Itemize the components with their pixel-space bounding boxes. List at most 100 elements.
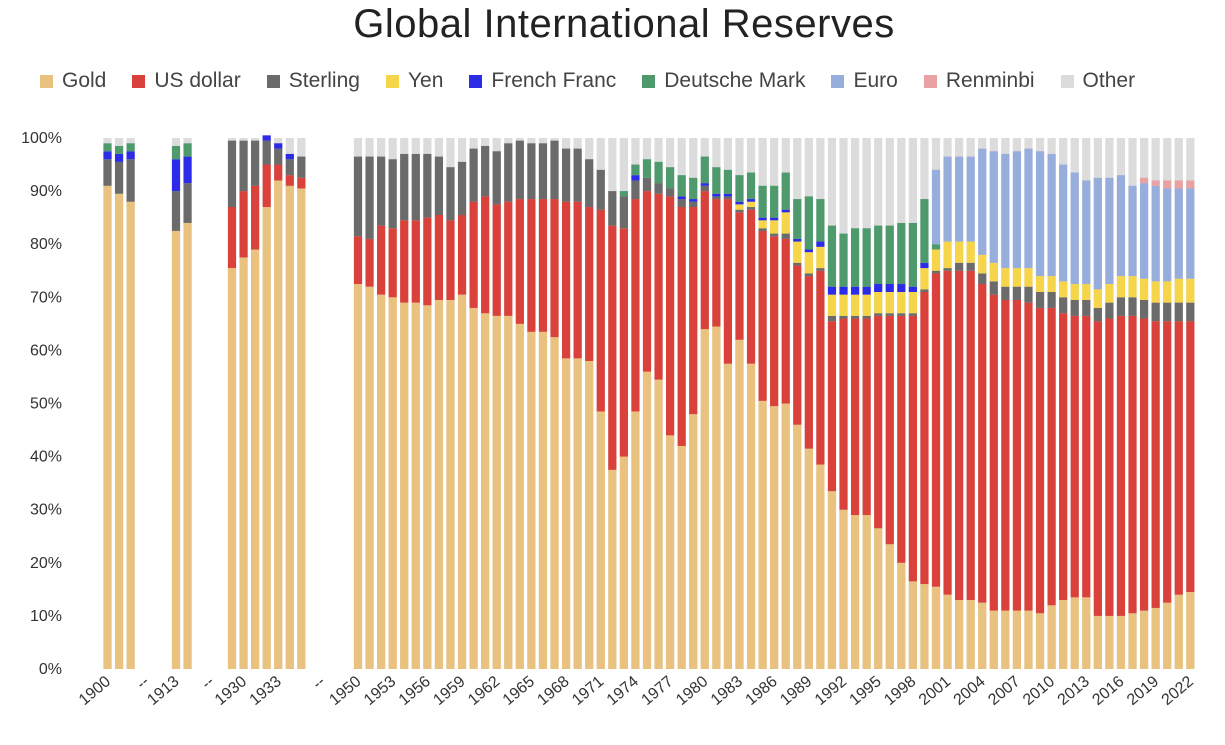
legend-item-other: Other: [1060, 69, 1135, 93]
bar-segment-deutsche-mark: [874, 225, 883, 285]
bar-segment-yen: [1035, 276, 1045, 292]
bar-segment-gold: [712, 326, 721, 669]
bar-segment-gold: [274, 180, 283, 670]
bar-segment-gold: [989, 610, 998, 669]
bar-segment-deutsche-mark: [816, 199, 825, 242]
bar-segment-french-franc: [816, 241, 825, 247]
bar-segment-gold: [943, 594, 952, 669]
bar-segment-gold: [1163, 602, 1172, 669]
x-tick-label: 1980: [673, 673, 711, 709]
legend-item-renminbi: Renminbi: [923, 69, 1035, 93]
bar-segment-us-dollar: [700, 191, 709, 330]
bar-segment-gold: [920, 584, 929, 669]
bar-segment-yen: [735, 204, 744, 210]
bar-segment-deutsche-mark: [920, 199, 929, 263]
bar-segment-sterling: [481, 145, 490, 197]
bar-segment-french-franc: [804, 249, 813, 253]
bar-segment-us-dollar: [251, 185, 260, 250]
bar-segment-us-dollar: [481, 196, 490, 314]
bar-segment-french-franc: [850, 286, 860, 295]
bar-segment-yen: [862, 294, 871, 316]
bar-segment-us-dollar: [781, 238, 790, 404]
bar-segment-euro: [1151, 185, 1160, 282]
bar-segment-sterling: [1012, 286, 1022, 300]
bar-segment-sterling: [365, 156, 374, 239]
x-tick-label: 2022: [1159, 673, 1197, 709]
legend-swatch-sterling: [266, 74, 280, 88]
bar-segment-gold: [297, 188, 306, 669]
bar-segment-us-dollar: [608, 225, 617, 470]
bar-segment-sterling: [377, 156, 386, 226]
bar-segment-sterling: [297, 156, 306, 178]
bar-segment-deutsche-mark: [758, 185, 767, 218]
bar-segment-gold: [469, 307, 478, 669]
bar-segment-gold: [608, 469, 617, 669]
bar-segment-euro: [1093, 177, 1102, 290]
bar-segment-us-dollar: [365, 238, 374, 287]
bar-segment-us-dollar: [689, 207, 698, 415]
bar-segment-gold: [411, 302, 420, 669]
bar-segment-yen: [839, 294, 848, 316]
bar-segment-euro: [1082, 180, 1091, 285]
legend-swatch-yen: [385, 74, 399, 88]
bar-segment-us-dollar: [411, 220, 420, 303]
bar-segment-french-franc: [689, 199, 698, 202]
bar-segment-gold: [1128, 613, 1137, 669]
x-tick-label: 1953: [361, 673, 399, 709]
bar-segment-us-dollar: [585, 207, 594, 362]
bar-segment-sterling: [850, 315, 860, 319]
bar-segment-sterling: [619, 196, 628, 229]
bar-segment-yen: [943, 241, 952, 269]
bar-segment-us-dollar: [874, 315, 883, 529]
x-tick-label: 1995: [847, 673, 885, 709]
bar-segment-french-franc: [285, 153, 294, 160]
bar-segment-sterling: [735, 209, 744, 213]
legend-label-french-franc: French Franc: [491, 69, 617, 92]
bar-segment-french-franc: [920, 262, 929, 269]
bar-segment-gold: [746, 363, 756, 669]
bar-segment-french-franc: [262, 135, 271, 141]
bar-segment-us-dollar: [642, 191, 652, 372]
bar-segment-us-dollar: [538, 199, 548, 332]
bar-segment-yen: [989, 262, 998, 282]
legend-swatch-renminbi: [923, 74, 937, 88]
bar-segment-yen: [1070, 284, 1079, 300]
bar-segment-gold: [1186, 592, 1195, 669]
bar-segment-sterling: [758, 228, 767, 231]
bar-segment-us-dollar: [1163, 321, 1172, 603]
bar-segment-us-dollar: [850, 318, 860, 516]
bar-segment-us-dollar: [735, 212, 744, 340]
bar-segment-french-franc: [862, 286, 871, 295]
bar-segment-sterling: [227, 140, 237, 208]
bar-segment-gold: [839, 509, 848, 669]
bar-segment-gold: [642, 371, 652, 669]
bar-segment-gold: [723, 363, 733, 669]
x-tick-label: 1959: [430, 673, 468, 709]
bar-segment-gold: [1001, 610, 1010, 669]
x-tick-label: 2004: [951, 673, 989, 709]
bar-segment-sterling: [400, 153, 409, 221]
legend-swatch-other: [1060, 74, 1074, 88]
bar-segment-gold: [804, 448, 813, 669]
bar-segment-deutsche-mark: [666, 167, 675, 189]
bar-segment-yen: [1012, 268, 1022, 287]
bar-segment-deutsche-mark: [700, 156, 709, 184]
bar-segment-us-dollar: [666, 196, 675, 436]
bar-segment-french-franc: [827, 286, 837, 295]
bar-segment-gold: [1070, 597, 1079, 669]
bar-segment-deutsche-mark: [908, 222, 917, 287]
bar-segment-sterling: [251, 140, 260, 186]
bar-segment-yen: [1151, 281, 1160, 303]
bar-segment-gold: [827, 491, 837, 669]
bar-segment-us-dollar: [1105, 318, 1114, 616]
x-tick-label: 2010: [1020, 673, 1058, 709]
bar-segment-deutsche-mark: [931, 244, 941, 250]
bar-segment-gold: [573, 358, 582, 669]
bar-segment-gold: [183, 222, 192, 669]
bar-segment-gold: [285, 185, 294, 670]
legend-swatch-deutsche-mark: [642, 74, 656, 88]
bar-segment-sterling: [171, 191, 181, 231]
bar-segment-yen: [897, 291, 906, 314]
bar-segment-us-dollar: [492, 204, 501, 316]
y-tick-label: 80%: [30, 236, 62, 253]
